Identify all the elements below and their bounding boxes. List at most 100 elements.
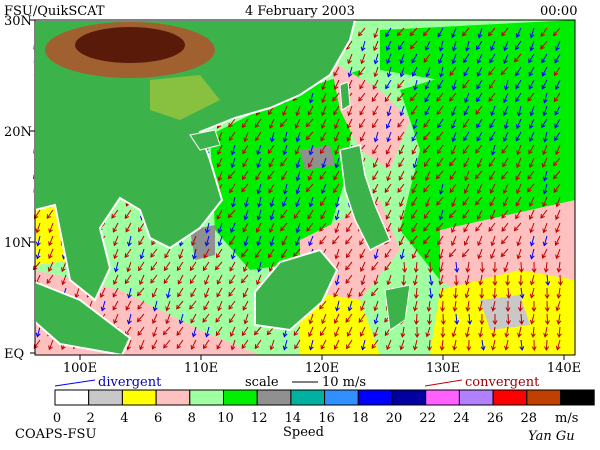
lat-label: 10N bbox=[4, 236, 32, 251]
wind-arrow bbox=[204, 274, 210, 286]
wind-arrow bbox=[556, 313, 562, 325]
colorbar: 0 2 4 6 8 10 12 14 16 18 20 22 24 26 28 m/s bbox=[53, 389, 595, 426]
wind-arrow bbox=[334, 157, 340, 169]
wind-arrow bbox=[163, 261, 171, 272]
wind-arrow bbox=[439, 339, 445, 351]
wind-arrow bbox=[449, 92, 457, 102]
wind-arrow bbox=[422, 27, 431, 37]
wind-arrow bbox=[436, 92, 444, 102]
wind-arrow bbox=[345, 261, 353, 271]
wind-arrow bbox=[165, 300, 171, 312]
wind-arrow bbox=[503, 261, 509, 273]
wind-arrow bbox=[241, 118, 249, 129]
wind-arrow bbox=[267, 170, 275, 180]
wind-arrow bbox=[424, 92, 431, 103]
wind-arrow bbox=[347, 300, 353, 312]
wind-arrow bbox=[216, 157, 223, 168]
wind-arrow bbox=[216, 209, 223, 220]
lon-label: 100E bbox=[63, 361, 97, 376]
wind-arrow bbox=[333, 287, 340, 298]
wind-arrow bbox=[254, 131, 262, 142]
wind-arrow bbox=[282, 339, 288, 351]
wind-arrow bbox=[113, 235, 119, 247]
wind-arrow bbox=[282, 131, 288, 143]
wind-arrow bbox=[125, 300, 132, 311]
wind-arrow bbox=[306, 222, 314, 232]
wind-arrow bbox=[35, 326, 41, 338]
wind-arrow bbox=[502, 105, 509, 117]
wind-arrow bbox=[504, 339, 509, 351]
wind-arrow bbox=[476, 79, 483, 90]
wind-arrow bbox=[229, 235, 236, 246]
wind-arrow bbox=[411, 170, 418, 181]
wind-arrow bbox=[542, 105, 548, 117]
wind-arrow bbox=[527, 92, 535, 102]
land-taiwan bbox=[339, 81, 351, 111]
credit-left: COAPS-FSU bbox=[15, 427, 96, 442]
wind-arrow bbox=[308, 339, 314, 351]
colorbar-swatch bbox=[223, 389, 258, 406]
colorbar-label: 0 bbox=[53, 411, 61, 426]
wind-arrow bbox=[295, 170, 301, 182]
wind-arrow bbox=[360, 40, 366, 52]
colorbar-swatch bbox=[425, 389, 460, 406]
wind-arrow bbox=[372, 105, 379, 116]
wind-arrow bbox=[540, 27, 548, 37]
wind-arrow bbox=[396, 27, 405, 37]
wind-arrow bbox=[204, 326, 210, 338]
wind-arrow bbox=[256, 235, 262, 247]
wind-arrow bbox=[504, 326, 510, 338]
wind-arrow bbox=[501, 170, 509, 180]
map bbox=[32, 19, 576, 357]
wind-arrow bbox=[334, 326, 340, 338]
wind-arrow bbox=[544, 287, 550, 299]
legend-arrow bbox=[424, 379, 463, 387]
colorbar-label: 12 bbox=[251, 411, 268, 426]
wind-arrow bbox=[462, 118, 470, 129]
wind-arrow bbox=[461, 248, 470, 258]
wind-arrow bbox=[552, 157, 561, 167]
wind-arrow bbox=[243, 235, 249, 247]
wind-arrow bbox=[515, 170, 522, 181]
wind-arrow bbox=[555, 40, 561, 52]
wind-arrow bbox=[372, 118, 379, 129]
wind-arrow bbox=[555, 222, 561, 234]
colorbar-swatch bbox=[256, 389, 292, 406]
wind-arrow bbox=[505, 274, 511, 286]
wind-arrow bbox=[216, 144, 223, 156]
wind-arrow bbox=[295, 183, 301, 195]
wind-arrow bbox=[502, 183, 509, 194]
wind-arrow bbox=[450, 222, 457, 234]
wind-arrow bbox=[372, 79, 379, 90]
wind-arrow bbox=[319, 300, 327, 310]
wind-arrow bbox=[268, 222, 275, 233]
wind-arrow bbox=[268, 118, 275, 130]
colorbar-swatch bbox=[526, 389, 561, 406]
wind-arrow bbox=[138, 261, 145, 272]
wind-arrow bbox=[373, 274, 379, 286]
wind-arrow bbox=[475, 196, 483, 206]
wind-arrow bbox=[268, 157, 275, 168]
wind-arrow bbox=[545, 274, 551, 286]
wind-arrow bbox=[61, 274, 67, 286]
wind-arrow bbox=[217, 170, 223, 182]
wind-arrow bbox=[241, 170, 249, 181]
wind-arrow bbox=[450, 144, 457, 155]
wind-arrow bbox=[242, 222, 249, 233]
wind-arrow bbox=[412, 339, 418, 351]
land-sulawesi bbox=[384, 284, 411, 331]
wind-arrow bbox=[254, 339, 262, 350]
wind-arrow bbox=[256, 157, 262, 169]
wind-arrow bbox=[308, 326, 314, 338]
wind-arrow bbox=[448, 209, 457, 219]
wind-arrow bbox=[463, 183, 470, 194]
wind-arrow bbox=[476, 183, 483, 195]
wind-arrow bbox=[138, 235, 145, 246]
wind-arrow bbox=[280, 157, 288, 167]
wind-arrow bbox=[503, 92, 509, 104]
speed-region bbox=[480, 295, 530, 330]
wind-arrow bbox=[333, 339, 340, 350]
wind-arrow bbox=[438, 261, 444, 273]
wind-arrow bbox=[48, 339, 54, 351]
wind-arrow bbox=[345, 274, 353, 284]
